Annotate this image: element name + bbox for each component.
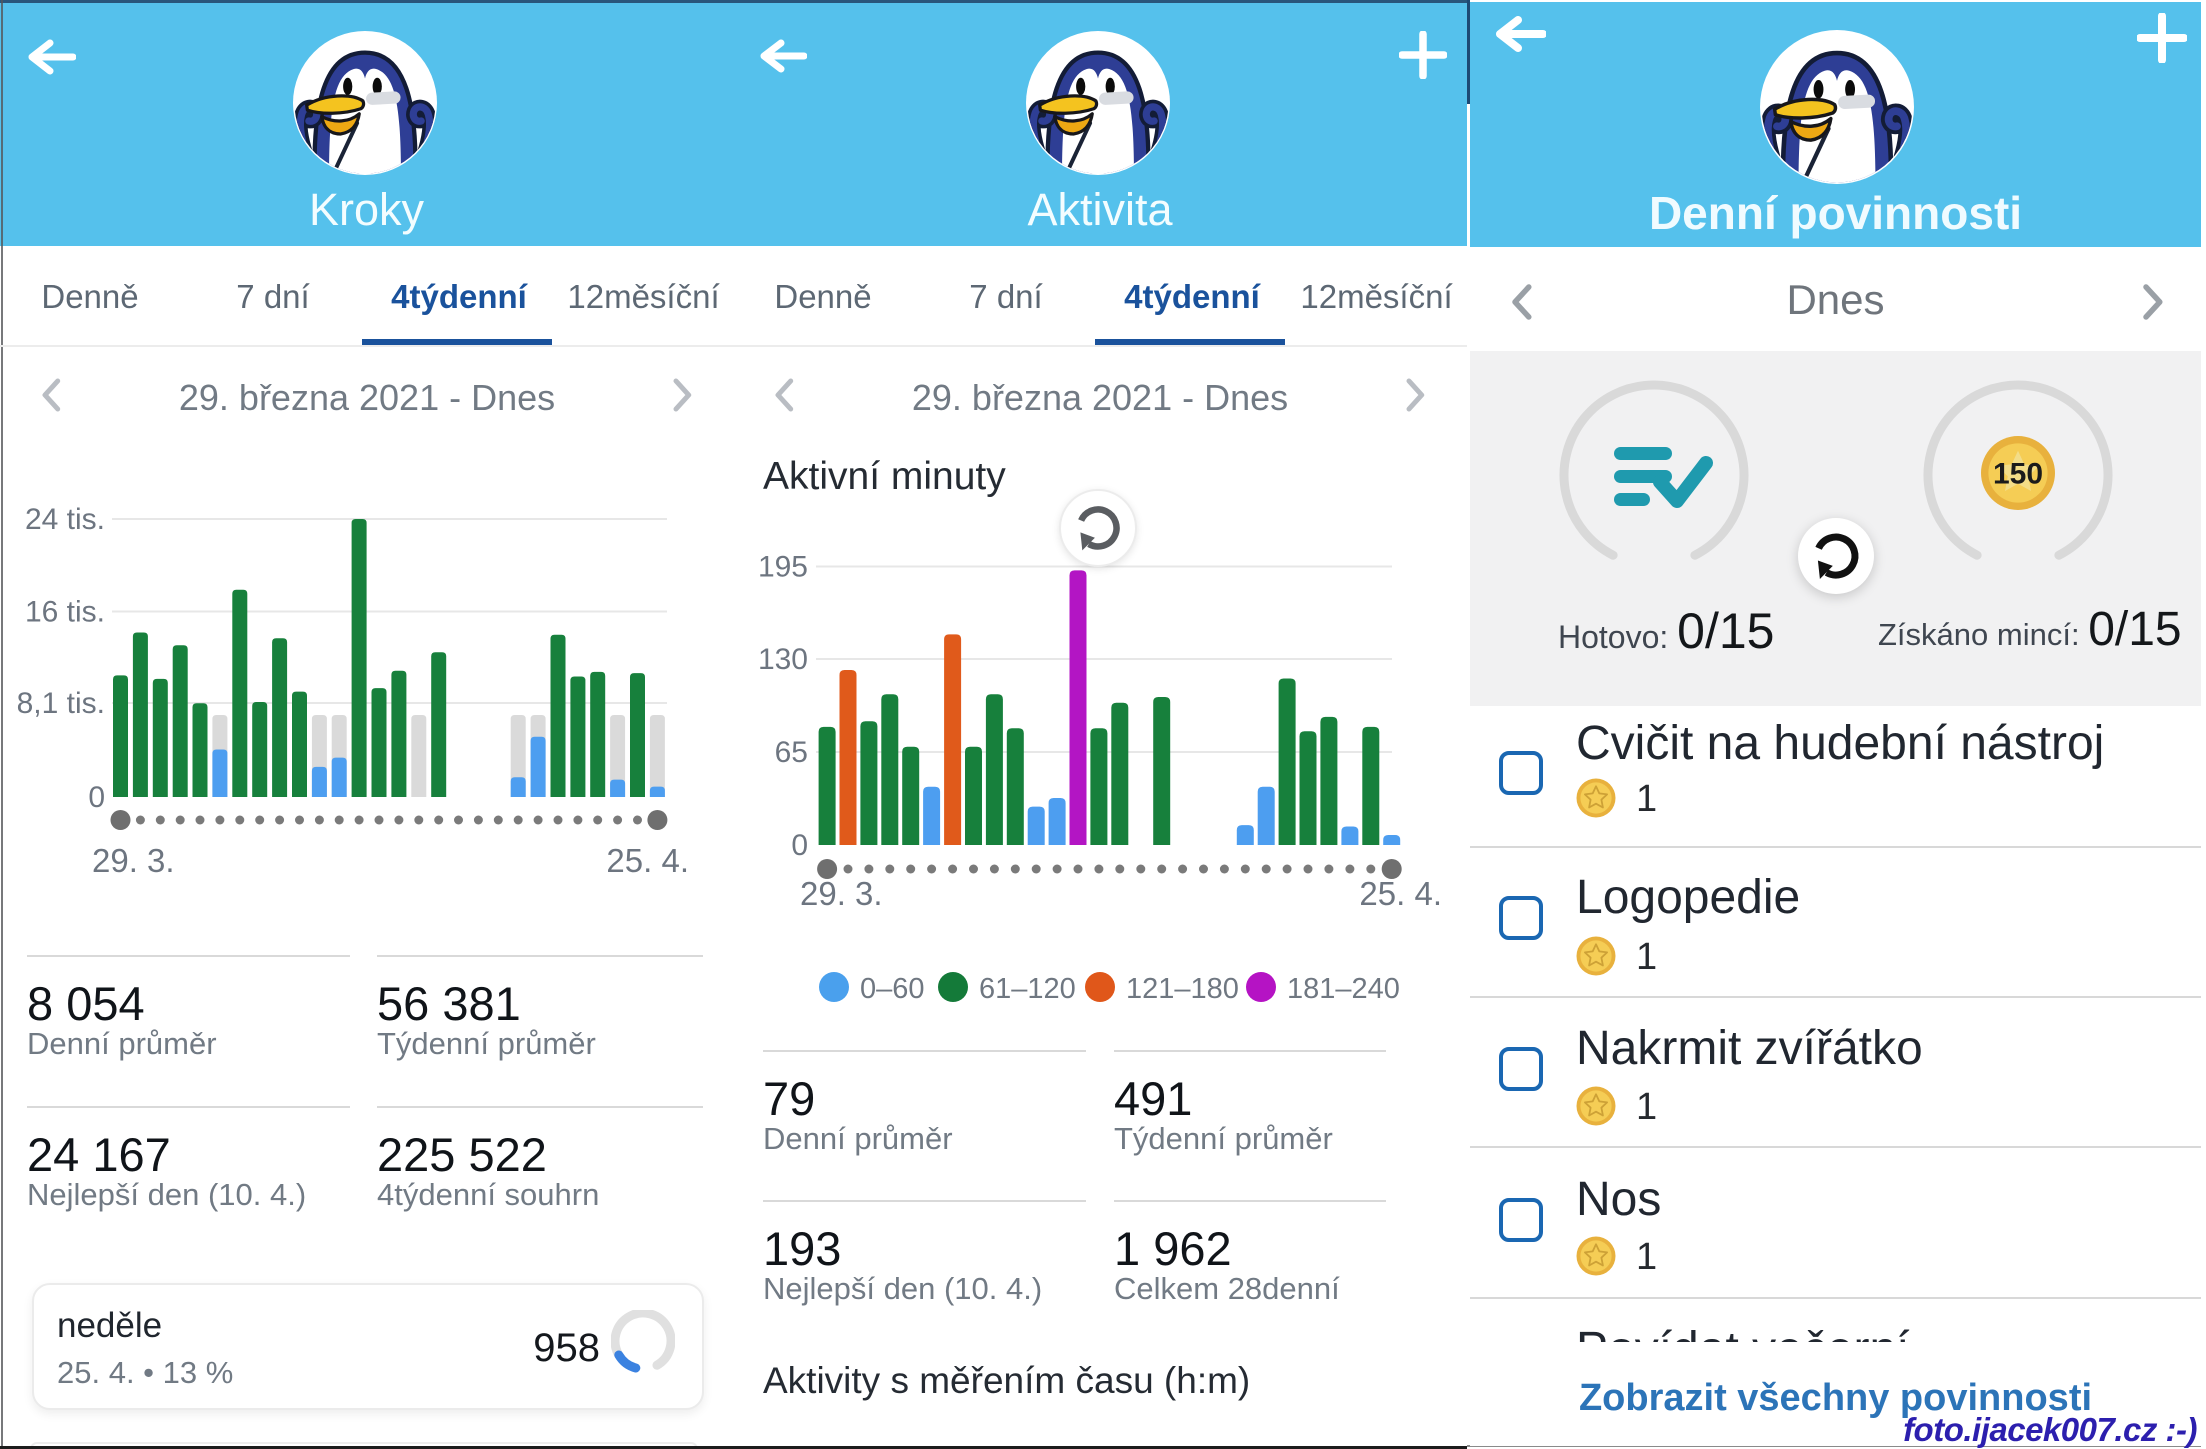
svg-text:16 tis.: 16 tis. bbox=[25, 596, 105, 629]
svg-text:65: 65 bbox=[775, 736, 808, 769]
svg-text:130: 130 bbox=[758, 643, 808, 676]
svg-text:24 tis.: 24 tis. bbox=[25, 503, 105, 536]
svg-text:29. 3.: 29. 3. bbox=[92, 842, 175, 879]
svg-text:0: 0 bbox=[791, 829, 808, 862]
svg-text:195: 195 bbox=[758, 551, 808, 584]
svg-text:29. 3.: 29. 3. bbox=[800, 875, 883, 910]
svg-text:8,1 tis.: 8,1 tis. bbox=[17, 687, 105, 720]
svg-text:0: 0 bbox=[88, 781, 105, 814]
svg-text:25. 4.: 25. 4. bbox=[1359, 875, 1442, 910]
svg-text:150: 150 bbox=[1993, 458, 2043, 491]
svg-text:25. 4.: 25. 4. bbox=[606, 842, 689, 879]
